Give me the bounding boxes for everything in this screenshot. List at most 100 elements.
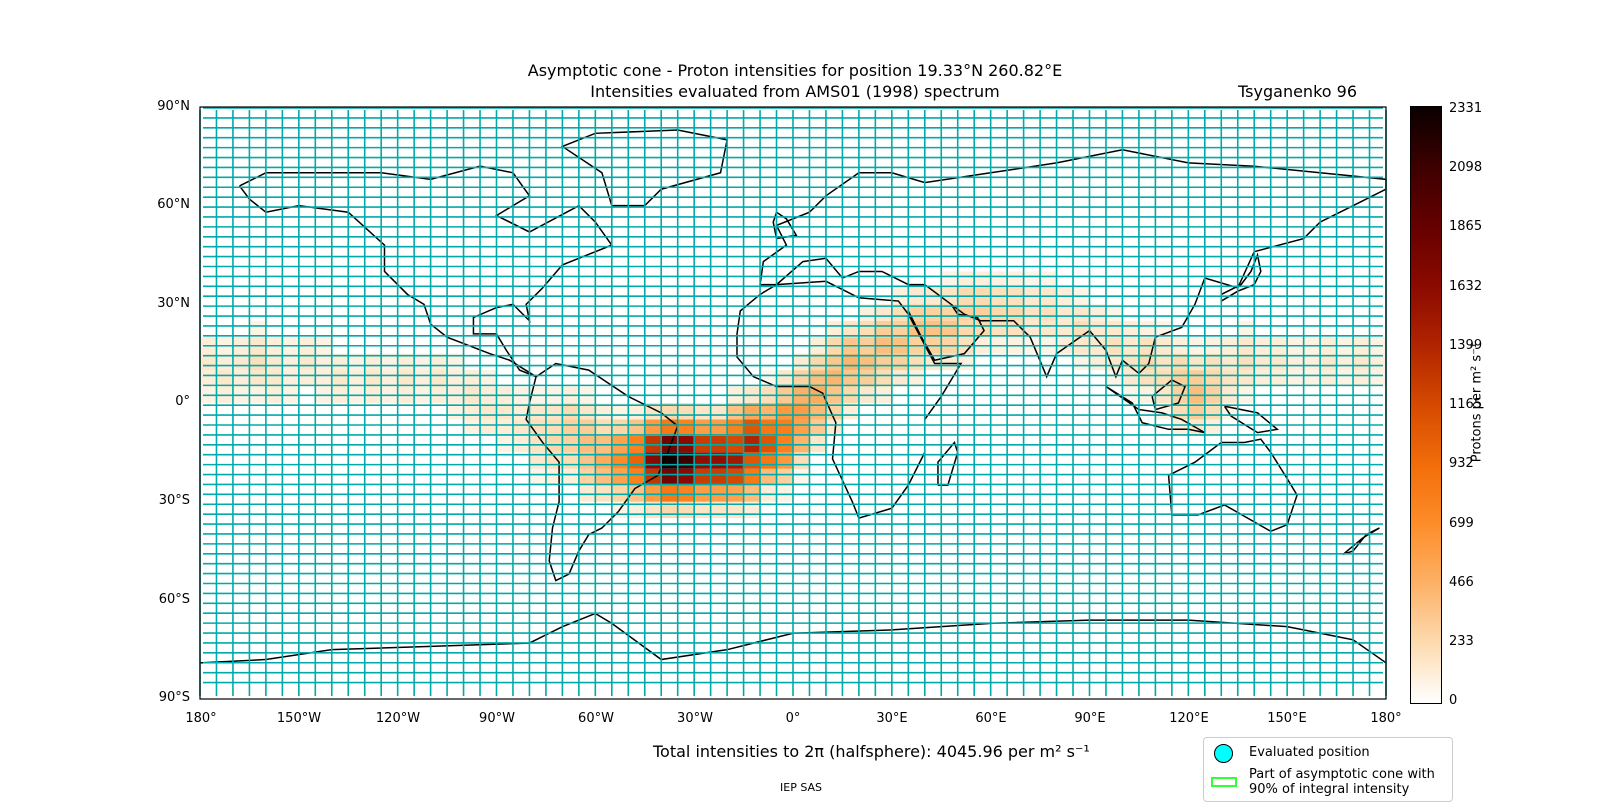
- intensity-cell: [496, 419, 513, 436]
- intensity-cell: [727, 468, 744, 486]
- intensity-cell: [480, 419, 497, 436]
- intensity-cell: [1204, 419, 1222, 436]
- legend-item-evaluated-position: Evaluated position: [1204, 742, 1452, 763]
- intensity-cell: [776, 370, 793, 387]
- intensity-cell: [249, 370, 266, 387]
- intensity-cell: [677, 419, 695, 436]
- colorbar-tick-label: 0: [1449, 693, 1458, 708]
- intensity-cell: [1040, 271, 1057, 288]
- intensity-cell: [743, 485, 761, 502]
- intensity-cell: [348, 370, 365, 387]
- lat-tick-label: 30°S: [158, 493, 190, 508]
- lat-tick-label: 60°N: [157, 197, 190, 212]
- intensity-cell: [776, 485, 793, 502]
- lat-tick-label: 90°S: [158, 690, 190, 705]
- intensity-cell: [562, 419, 579, 436]
- intensity-cell: [611, 419, 629, 436]
- intensity-cell: [941, 320, 958, 338]
- intensity-cell: [1353, 370, 1370, 387]
- intensity-cell: [990, 320, 1008, 338]
- intensity-cell: [661, 468, 678, 486]
- colorbar: [1410, 106, 1442, 704]
- intensity-cell: [1105, 370, 1123, 387]
- intensity-cell: [776, 468, 793, 486]
- intensity-cell: [1237, 370, 1255, 387]
- intensity-cell: [924, 320, 942, 338]
- intensity-cell: [661, 485, 678, 502]
- lon-tick-label: 60°E: [975, 711, 1007, 726]
- intensity-cell: [562, 468, 579, 486]
- lon-tick-label: 120°W: [375, 711, 421, 726]
- legend-label-line1: Part of asymptotic cone with: [1249, 767, 1435, 782]
- intensity-cell: [447, 370, 464, 387]
- intensity-cell: [677, 468, 695, 486]
- lon-tick-label: 180°: [1370, 711, 1402, 726]
- intensity-cell: [825, 320, 843, 338]
- total-intensity-label: Total intensities to 2π (halfsphere): 40…: [653, 742, 1090, 761]
- intensity-cell: [677, 485, 695, 502]
- intensity-cell: [842, 370, 859, 387]
- intensity-cell: [1138, 370, 1156, 387]
- intensity-cell: [628, 419, 645, 436]
- intensity-cell: [644, 468, 662, 486]
- intensity-cell: [1204, 370, 1222, 387]
- credit-label: IEP SAS: [780, 781, 823, 794]
- intensity-cell: [957, 271, 975, 288]
- intensity-cell: [1105, 320, 1123, 338]
- colorbar-tick-label: 1399: [1449, 338, 1483, 353]
- intensity-cell: [1089, 320, 1106, 338]
- lon-tick-label: 150°W: [276, 711, 322, 726]
- colorbar-tick-label: 2331: [1449, 101, 1483, 116]
- intensity-cell: [463, 370, 481, 387]
- map-frame: [199, 106, 1387, 700]
- intensity-cell: [1073, 320, 1090, 338]
- intensity-cell: [760, 419, 777, 436]
- intensity-cell: [760, 468, 777, 486]
- intensity-cell: [710, 419, 728, 436]
- intensity-cell: [216, 370, 233, 387]
- cyan-circle-icon: [1214, 744, 1233, 763]
- intensity-cell: [364, 370, 382, 387]
- model-label: Tsyganenko 96: [1238, 82, 1357, 101]
- intensity-cell: [1023, 271, 1041, 288]
- legend-label-line2: 90% of integral intensity: [1249, 782, 1410, 797]
- intensity-cell: [1122, 320, 1139, 338]
- intensity-cell: [957, 320, 975, 338]
- intensity-cell: [891, 320, 909, 338]
- intensity-cell: [397, 370, 415, 387]
- intensity-cell: [760, 485, 777, 502]
- intensity-cell: [842, 320, 859, 338]
- map-subtitle: Intensities evaluated from AMS01 (1998) …: [590, 82, 1000, 101]
- intensity-cell: [858, 320, 876, 338]
- intensity-cell: [1138, 320, 1156, 338]
- colorbar-tick-label: 932: [1449, 456, 1474, 471]
- intensity-cell: [1007, 320, 1024, 338]
- intensity-cell: [578, 485, 596, 502]
- legend-label: Evaluated position: [1249, 745, 1370, 760]
- intensity-cell: [875, 320, 892, 338]
- intensity-cell: [232, 370, 250, 387]
- colorbar-tick-label: 233: [1449, 634, 1474, 649]
- lat-tick-label: 0°: [175, 394, 190, 409]
- lat-tick-label: 60°S: [158, 592, 190, 607]
- lon-tick-label: 180°: [185, 711, 217, 726]
- intensity-cell: [891, 370, 909, 387]
- intensity-cell: [331, 370, 349, 387]
- intensity-cell: [908, 370, 925, 387]
- lon-tick-label: 90°W: [479, 711, 515, 726]
- intensity-cell: [1122, 370, 1139, 387]
- intensity-cell: [710, 468, 728, 486]
- intensity-cell: [611, 468, 629, 486]
- intensity-cell: [793, 370, 810, 387]
- intensity-cell: [1221, 370, 1238, 387]
- intensity-cell: [595, 485, 612, 502]
- intensity-cell: [1007, 271, 1024, 288]
- intensity-cell: [545, 419, 563, 436]
- intensity-cell: [414, 370, 431, 387]
- intensity-cell: [974, 271, 991, 288]
- colorbar-tick-label: 1865: [1449, 219, 1483, 234]
- colorbar-label: Protons per m² s⁻¹: [1469, 342, 1485, 463]
- colorbar-tick-label: 1632: [1449, 279, 1483, 294]
- intensity-cell: [1023, 320, 1041, 338]
